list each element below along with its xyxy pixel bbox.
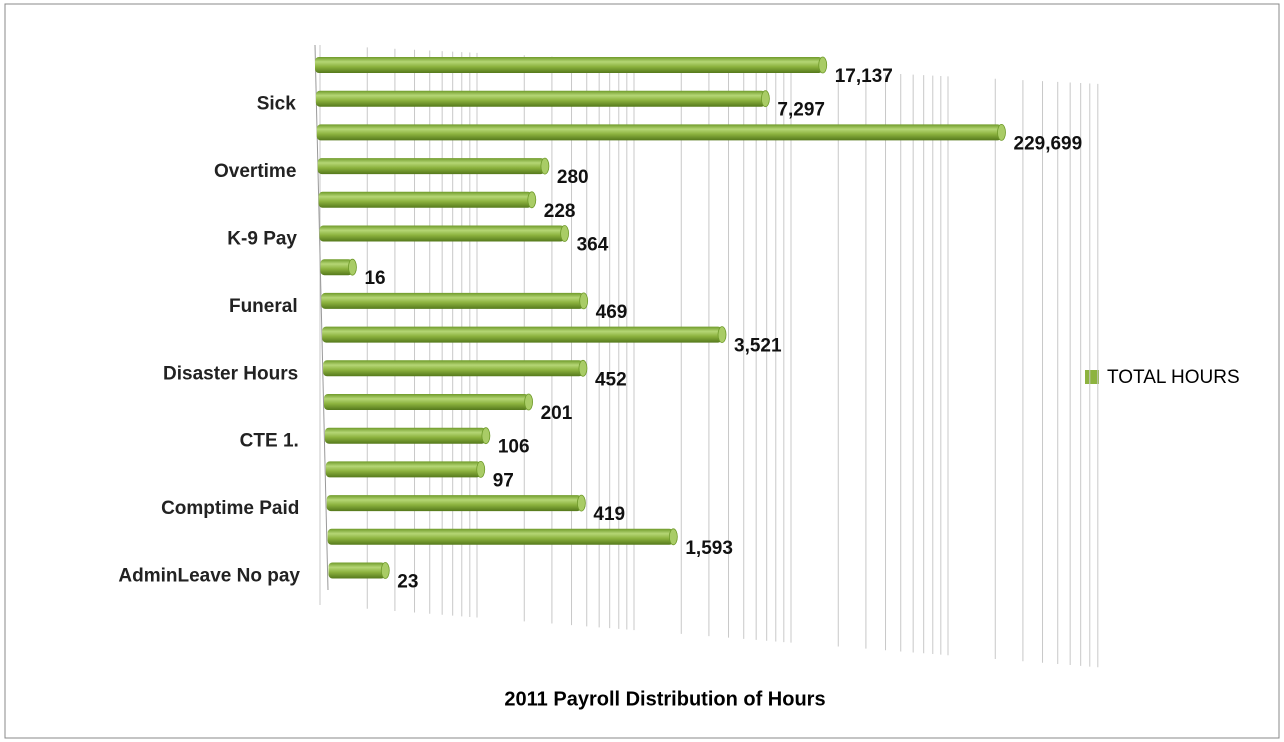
bar-cap — [578, 359, 588, 377]
bar-cap — [668, 528, 678, 546]
bar — [323, 360, 583, 377]
value-label: 364 — [577, 235, 609, 256]
bar — [322, 326, 723, 343]
bar-cap — [997, 123, 1006, 141]
value-label: 17,137 — [835, 66, 893, 87]
bar-cap — [579, 292, 589, 310]
bar-cap — [524, 393, 534, 411]
y-tick-label: Sick — [257, 94, 297, 115]
value-label: 280 — [557, 167, 589, 188]
bar-cap — [348, 258, 357, 276]
bar — [324, 394, 529, 410]
chart-title: 2011 Payroll Distribution of Hours — [504, 688, 825, 710]
bar-cap — [818, 56, 828, 74]
legend-swatch — [1085, 370, 1099, 384]
bar — [315, 57, 823, 73]
bar — [321, 292, 584, 309]
bar-cap — [380, 562, 390, 579]
value-label: 106 — [498, 437, 530, 458]
value-label: 23 — [397, 572, 418, 593]
y-tick-label: K-9 Pay — [227, 229, 297, 250]
bar-cap — [481, 427, 491, 445]
y-tick-label: AdminLeave No pay — [118, 566, 300, 587]
value-label: 7,297 — [777, 100, 825, 121]
value-label: 16 — [364, 268, 385, 289]
value-label: 228 — [544, 201, 576, 222]
bar — [324, 427, 486, 444]
bar-cap — [717, 326, 727, 344]
bar-cap — [761, 90, 770, 108]
bar — [320, 259, 353, 276]
value-label: 201 — [541, 403, 573, 424]
bar-cap — [576, 494, 586, 512]
value-label: 452 — [595, 369, 627, 390]
y-tick-label: Disaster Hours — [163, 363, 298, 384]
bar — [326, 495, 582, 512]
bar-cap — [560, 225, 569, 242]
bar-cap — [527, 191, 537, 209]
bar — [325, 461, 481, 478]
bar — [319, 225, 565, 242]
bar — [317, 158, 545, 175]
value-label: 97 — [493, 470, 514, 491]
legend-label: TOTAL HOURS — [1107, 367, 1240, 388]
value-label: 469 — [596, 302, 628, 323]
value-label: 3,521 — [734, 336, 782, 357]
bar — [318, 191, 532, 208]
bar — [315, 90, 766, 107]
bar — [316, 124, 1002, 141]
value-label: 229,699 — [1014, 133, 1083, 154]
bar-cap — [476, 460, 486, 478]
bar — [328, 562, 386, 579]
value-label: 419 — [593, 504, 625, 525]
y-tick-label: Overtime — [214, 161, 296, 182]
bar — [327, 528, 674, 545]
y-tick-label: CTE 1. — [240, 431, 299, 452]
y-tick-label: Funeral — [229, 296, 298, 317]
y-tick-label: Comptime Paid — [161, 498, 299, 519]
bar-cap — [540, 157, 550, 175]
value-label: 1,593 — [685, 538, 733, 559]
